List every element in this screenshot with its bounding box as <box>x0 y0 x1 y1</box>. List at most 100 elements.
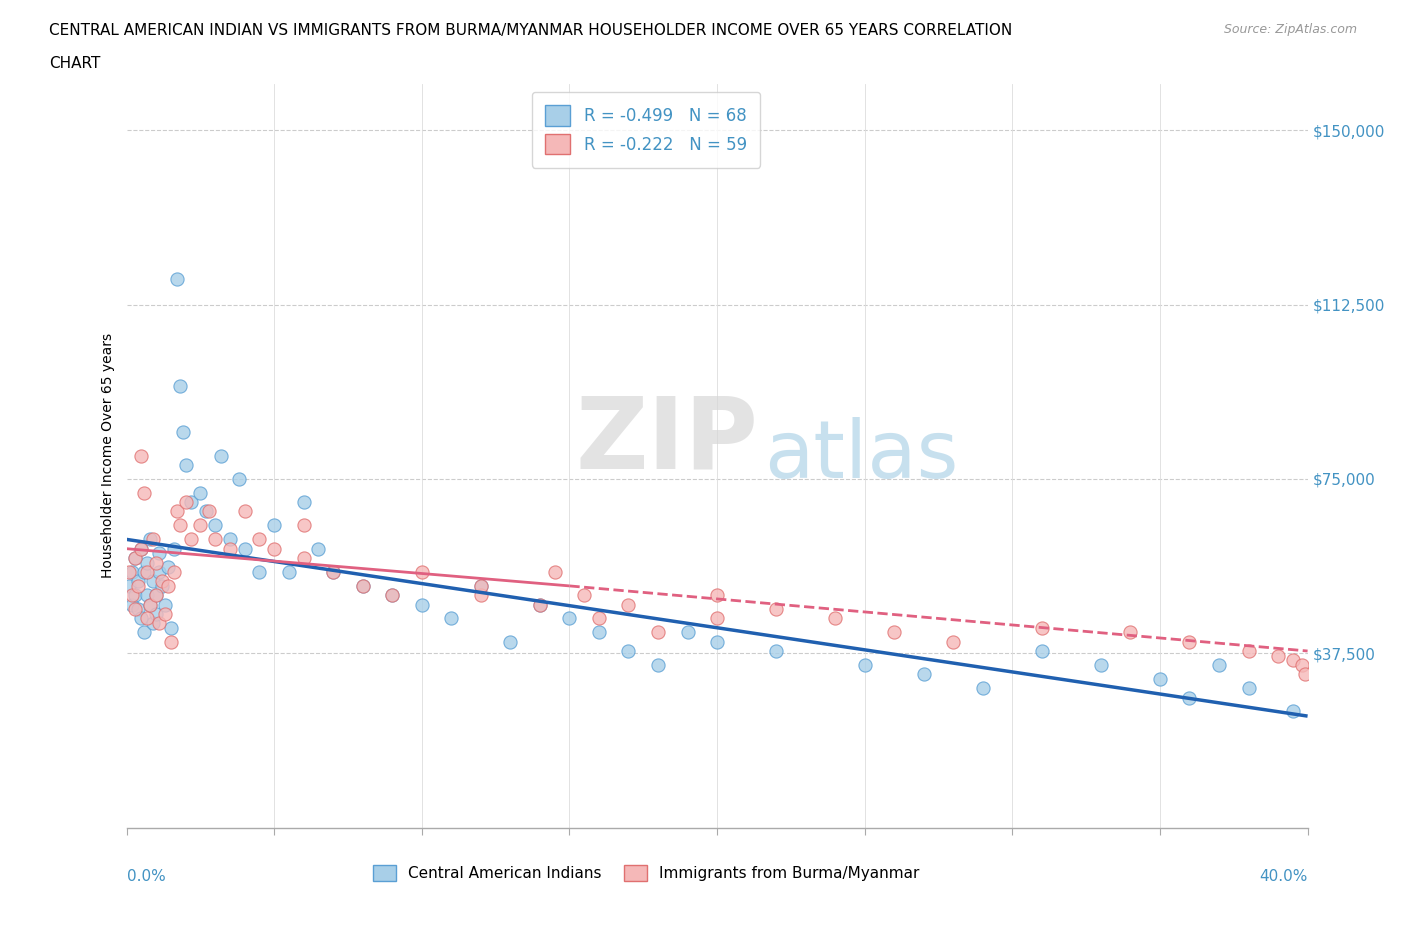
Point <box>163 541 186 556</box>
Point <box>150 578 173 593</box>
Point <box>150 574 173 589</box>
Point <box>153 597 176 612</box>
Point <box>588 611 610 626</box>
Point <box>574 588 596 603</box>
Point <box>1090 658 1112 672</box>
Point <box>169 518 191 533</box>
Text: ZIP: ZIP <box>575 392 758 489</box>
Point <box>121 588 143 603</box>
Point <box>1294 667 1316 682</box>
Point <box>219 532 242 547</box>
Point <box>883 625 905 640</box>
Point <box>292 518 315 533</box>
Point <box>121 597 143 612</box>
Point <box>134 485 156 500</box>
Point <box>166 504 188 519</box>
Point <box>166 272 188 286</box>
Point <box>127 578 149 593</box>
Point <box>129 541 153 556</box>
Point <box>159 620 183 635</box>
Point <box>118 578 141 593</box>
Point <box>129 541 153 556</box>
Point <box>159 634 183 649</box>
Point <box>127 574 149 589</box>
Point <box>912 667 935 682</box>
Point <box>617 644 640 658</box>
Point <box>139 597 162 612</box>
Point <box>209 448 232 463</box>
Point <box>263 541 285 556</box>
Text: Source: ZipAtlas.com: Source: ZipAtlas.com <box>1223 23 1357 36</box>
Point <box>292 495 315 510</box>
Point <box>617 597 640 612</box>
Point <box>188 485 211 500</box>
Point <box>470 578 492 593</box>
Point <box>233 504 256 519</box>
Point <box>499 634 522 649</box>
Point <box>142 532 165 547</box>
Point <box>153 606 176 621</box>
Legend: Central American Indians, Immigrants from Burma/Myanmar: Central American Indians, Immigrants fro… <box>367 858 925 887</box>
Point <box>278 565 301 579</box>
Point <box>145 555 167 570</box>
Point <box>139 532 162 547</box>
Point <box>292 551 315 565</box>
Point <box>156 578 179 593</box>
Point <box>134 565 156 579</box>
Point <box>180 532 202 547</box>
Point <box>233 541 256 556</box>
Point <box>124 551 146 565</box>
Text: 40.0%: 40.0% <box>1260 869 1308 883</box>
Point <box>195 504 218 519</box>
Point <box>381 588 404 603</box>
Point <box>148 546 170 561</box>
Point <box>169 379 191 393</box>
Point <box>1267 648 1289 663</box>
Point <box>134 625 156 640</box>
Point <box>148 616 170 631</box>
Point <box>470 578 492 593</box>
Point <box>352 578 374 593</box>
Point <box>263 518 285 533</box>
Point <box>1282 653 1305 668</box>
Point <box>1031 644 1053 658</box>
Text: atlas: atlas <box>765 417 959 495</box>
Point <box>676 625 699 640</box>
Point <box>307 541 329 556</box>
Point <box>352 578 374 593</box>
Point <box>198 504 221 519</box>
Point <box>543 565 565 579</box>
Point <box>588 625 610 640</box>
Text: CENTRAL AMERICAN INDIAN VS IMMIGRANTS FROM BURMA/MYANMAR HOUSEHOLDER INCOME OVER: CENTRAL AMERICAN INDIAN VS IMMIGRANTS FR… <box>49 23 1012 38</box>
Point <box>706 634 728 649</box>
Point <box>1031 620 1053 635</box>
Point <box>118 565 141 579</box>
Point <box>765 602 787 617</box>
Point <box>127 602 149 617</box>
Point <box>142 574 165 589</box>
Point <box>129 448 153 463</box>
Point <box>136 588 159 603</box>
Point <box>124 588 146 603</box>
Point <box>136 611 159 626</box>
Point <box>148 565 170 579</box>
Point <box>1208 658 1230 672</box>
Point <box>136 555 159 570</box>
Point <box>1178 690 1201 705</box>
Text: CHART: CHART <box>49 56 101 71</box>
Point <box>322 565 344 579</box>
Point <box>145 606 167 621</box>
Point <box>188 518 211 533</box>
Point <box>558 611 581 626</box>
Point <box>204 532 226 547</box>
Point <box>1178 634 1201 649</box>
Point <box>1149 671 1171 686</box>
Point <box>219 541 242 556</box>
Point <box>529 597 551 612</box>
Point <box>529 597 551 612</box>
Point <box>124 551 146 565</box>
Point <box>174 495 197 510</box>
Point <box>228 472 250 486</box>
Point <box>1291 658 1313 672</box>
Point <box>765 644 787 658</box>
